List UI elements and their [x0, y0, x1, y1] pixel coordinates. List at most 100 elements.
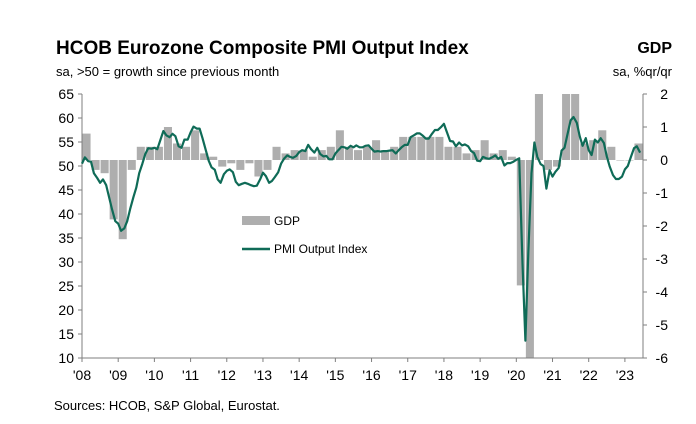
x-tick-label: '21: [543, 367, 561, 383]
gdp-bar: [480, 140, 489, 160]
gdp-bar: [562, 94, 571, 160]
legend-gdp-label: GDP: [274, 214, 300, 228]
right-tick-label: 1: [660, 119, 668, 135]
x-tick-label: '22: [580, 367, 598, 383]
gdp-bar: [91, 160, 100, 170]
x-tick-label: '11: [182, 367, 199, 383]
gdp-bar: [525, 160, 534, 358]
x-axis-ticks: '08 '09 '10 '11 '12 '13 '14 '15 '16 '17 '18 '19 '20 '…: [73, 358, 634, 383]
gdp-bar: [426, 136, 435, 160]
gdp-bar: [363, 146, 372, 160]
right-tick-label: -2: [656, 218, 669, 234]
left-tick-label: 30: [58, 254, 74, 270]
gdp-bar: [299, 150, 308, 160]
x-tick-label: '17: [399, 367, 417, 383]
gdp-bar: [553, 160, 562, 167]
left-tick-label: 45: [58, 182, 74, 198]
left-tick-label: 35: [58, 230, 74, 246]
gdp-bar: [209, 156, 218, 160]
gdp-bar: [335, 130, 344, 160]
gdp-bar: [163, 127, 172, 160]
gdp-bar: [344, 146, 353, 160]
gdp-bar: [453, 146, 462, 160]
x-tick-label: '09: [109, 367, 127, 383]
left-tick-label: 10: [58, 350, 74, 366]
gdp-bar: [145, 146, 154, 160]
right-tick-label: 2: [660, 86, 668, 102]
x-tick-label: '19: [471, 367, 489, 383]
x-tick-label: '18: [435, 367, 453, 383]
right-tick-label: -3: [656, 251, 669, 267]
x-tick-label: '15: [326, 367, 344, 383]
x-tick-label: '16: [362, 367, 380, 383]
left-axis-ticks: 65 60 55 50 45 40 35 30 25 20 15 10: [58, 86, 82, 366]
x-tick-label: '10: [145, 367, 163, 383]
gdp-bar: [109, 160, 118, 220]
gdp-bar: [263, 160, 272, 170]
left-tick-label: 15: [58, 326, 74, 342]
right-axis-ticks: 2 1 0 -1 -2 -3 -4 -5 -6: [643, 86, 668, 366]
gdp-bar: [326, 146, 335, 160]
gdp-bar: [127, 160, 136, 170]
gdp-bar: [154, 146, 163, 160]
gdp-bar: [408, 136, 417, 160]
legend-gdp-swatch: [242, 216, 270, 225]
gdp-bar: [598, 130, 607, 160]
gdp-bar: [534, 94, 543, 160]
gdp-bars: [82, 94, 643, 358]
right-tick-label: -1: [656, 185, 669, 201]
left-tick-label: 65: [58, 86, 74, 102]
gdp-bar: [245, 160, 254, 164]
gdp-bar: [172, 143, 182, 160]
gdp-bar: [272, 146, 281, 160]
gdp-bar: [417, 136, 426, 160]
gdp-bar: [462, 153, 471, 160]
x-tick-label: '14: [290, 367, 308, 383]
gdp-bar: [308, 156, 317, 160]
gdp-bar: [616, 160, 625, 161]
gdp-bar: [200, 153, 209, 160]
left-tick-label: 60: [58, 110, 74, 126]
chart-subtitle: sa, >50 = growth since previous month: [56, 64, 280, 79]
x-tick-label: '08: [73, 367, 91, 383]
gdp-bar: [191, 130, 200, 160]
gdp-bar: [381, 150, 390, 160]
gdp-bar: [571, 94, 580, 160]
right-tick-label: -6: [656, 350, 669, 366]
gdp-bar: [218, 160, 227, 167]
left-tick-label: 20: [58, 302, 74, 318]
legend-pmi-label: PMI Output Index: [274, 242, 367, 256]
x-tick-label: '20: [507, 367, 525, 383]
gdp-bar: [580, 143, 589, 160]
gdp-bar: [118, 160, 127, 240]
right-tick-label: -4: [656, 284, 669, 300]
legend: GDP PMI Output Index: [242, 214, 367, 256]
gdp-bar: [399, 136, 408, 160]
gdp-bar: [254, 160, 263, 177]
gdp-bar: [353, 150, 362, 160]
gdp-bar: [227, 160, 236, 164]
pmi-output-index-line: [81, 115, 642, 342]
gdp-bar: [435, 136, 444, 160]
left-tick-label: 40: [58, 206, 74, 222]
gdp-bar: [543, 160, 553, 170]
source-note: Sources: HCOB, S&P Global, Eurostat.: [54, 398, 280, 413]
left-tick-label: 25: [58, 278, 74, 294]
gdp-bar: [290, 150, 299, 160]
gdp-bar: [236, 160, 245, 170]
gdp-bar: [82, 133, 91, 160]
gdp-bar: [498, 150, 507, 160]
chart-title: HCOB Eurozone Composite PMI Output Index: [56, 38, 469, 59]
right-axis-subtitle: sa, %qr/qr: [612, 64, 672, 79]
right-tick-label: 0: [660, 152, 668, 168]
x-tick-label: '12: [218, 367, 236, 383]
gdp-bar: [507, 156, 516, 160]
left-tick-label: 50: [58, 158, 74, 174]
x-tick-label: '13: [254, 367, 272, 383]
right-axis-title: GDP: [637, 40, 672, 57]
left-tick-label: 55: [58, 134, 74, 150]
gdp-bar: [100, 160, 109, 174]
gdp-bar: [182, 146, 191, 160]
x-tick-label: '23: [616, 367, 634, 383]
